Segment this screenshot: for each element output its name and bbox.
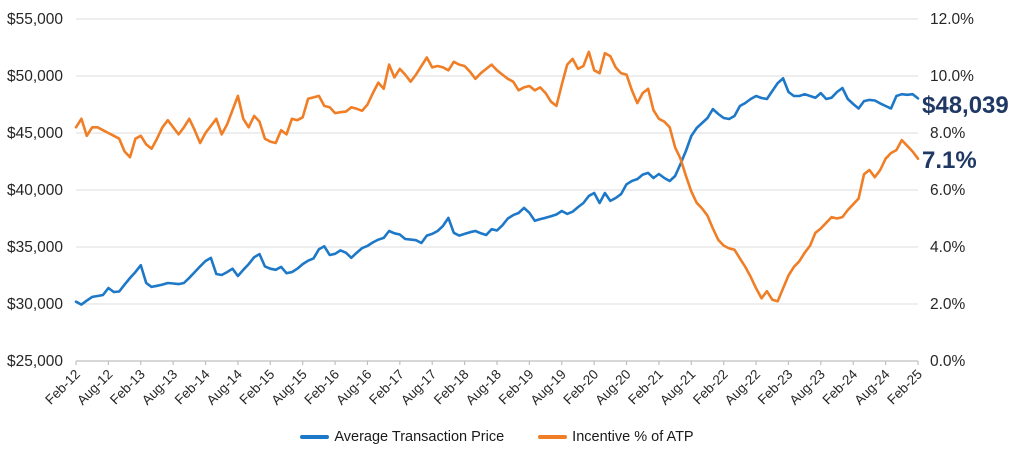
y-axis-label-left: $40,000 xyxy=(7,182,63,199)
x-tick-label: Aug-23 xyxy=(787,367,828,408)
x-tick-label: Aug-15 xyxy=(268,367,309,408)
y-axis-label-right: 12.0% xyxy=(930,11,974,28)
y-axis-label-left: $25,000 xyxy=(7,353,63,370)
y-axis-label-left: $30,000 xyxy=(7,296,63,313)
x-tick-label: Aug-17 xyxy=(398,367,439,408)
y-axis-label-right: 4.0% xyxy=(930,239,966,256)
incentive-line-swatch-icon xyxy=(538,435,568,439)
series-line-incentive xyxy=(74,50,920,303)
x-tick-label: Aug-24 xyxy=(851,366,893,408)
x-tick-label: Aug-21 xyxy=(657,367,698,408)
legend-item-atp: Average Transaction Price xyxy=(300,429,504,445)
x-tick-label: Aug-13 xyxy=(139,367,180,408)
atp-line-swatch-icon xyxy=(300,435,330,439)
y-axis-label-right: 10.0% xyxy=(930,68,974,85)
x-tick-label: Aug-16 xyxy=(333,367,374,408)
legend-label-atp: Average Transaction Price xyxy=(334,429,505,445)
legend-label-incentive: Incentive % of ATP xyxy=(572,429,694,445)
legend: Average Transaction Price Incentive % of… xyxy=(76,424,918,450)
x-tick-label: Aug-20 xyxy=(592,367,633,408)
y-axis-label-right: 8.0% xyxy=(930,125,966,142)
y-axis-label-left: $50,000 xyxy=(7,68,63,85)
incentive-end-value-label: 7.1% xyxy=(922,147,977,174)
series-line-atp xyxy=(74,77,920,306)
y-axis-label-left: $45,000 xyxy=(7,125,63,142)
x-tick-label: Aug-22 xyxy=(722,367,763,408)
atp-end-value-label: $48,039 xyxy=(922,92,1009,119)
y-axis-label-right: 6.0% xyxy=(930,182,966,199)
y-axis-label-right: 0.0% xyxy=(930,353,966,370)
x-tick-label: Feb-25 xyxy=(884,367,925,408)
legend-item-incentive: Incentive % of ATP xyxy=(538,429,694,445)
y-axis-label-left: $55,000 xyxy=(7,11,63,28)
x-tick-label: Aug-19 xyxy=(527,367,568,408)
y-axis-label-right: 2.0% xyxy=(930,296,966,313)
y-axis-label-left: $35,000 xyxy=(7,239,63,256)
x-tick-label: Aug-14 xyxy=(204,366,246,408)
x-tick-label: Aug-18 xyxy=(463,367,504,408)
x-tick-label: Aug-12 xyxy=(74,367,115,408)
